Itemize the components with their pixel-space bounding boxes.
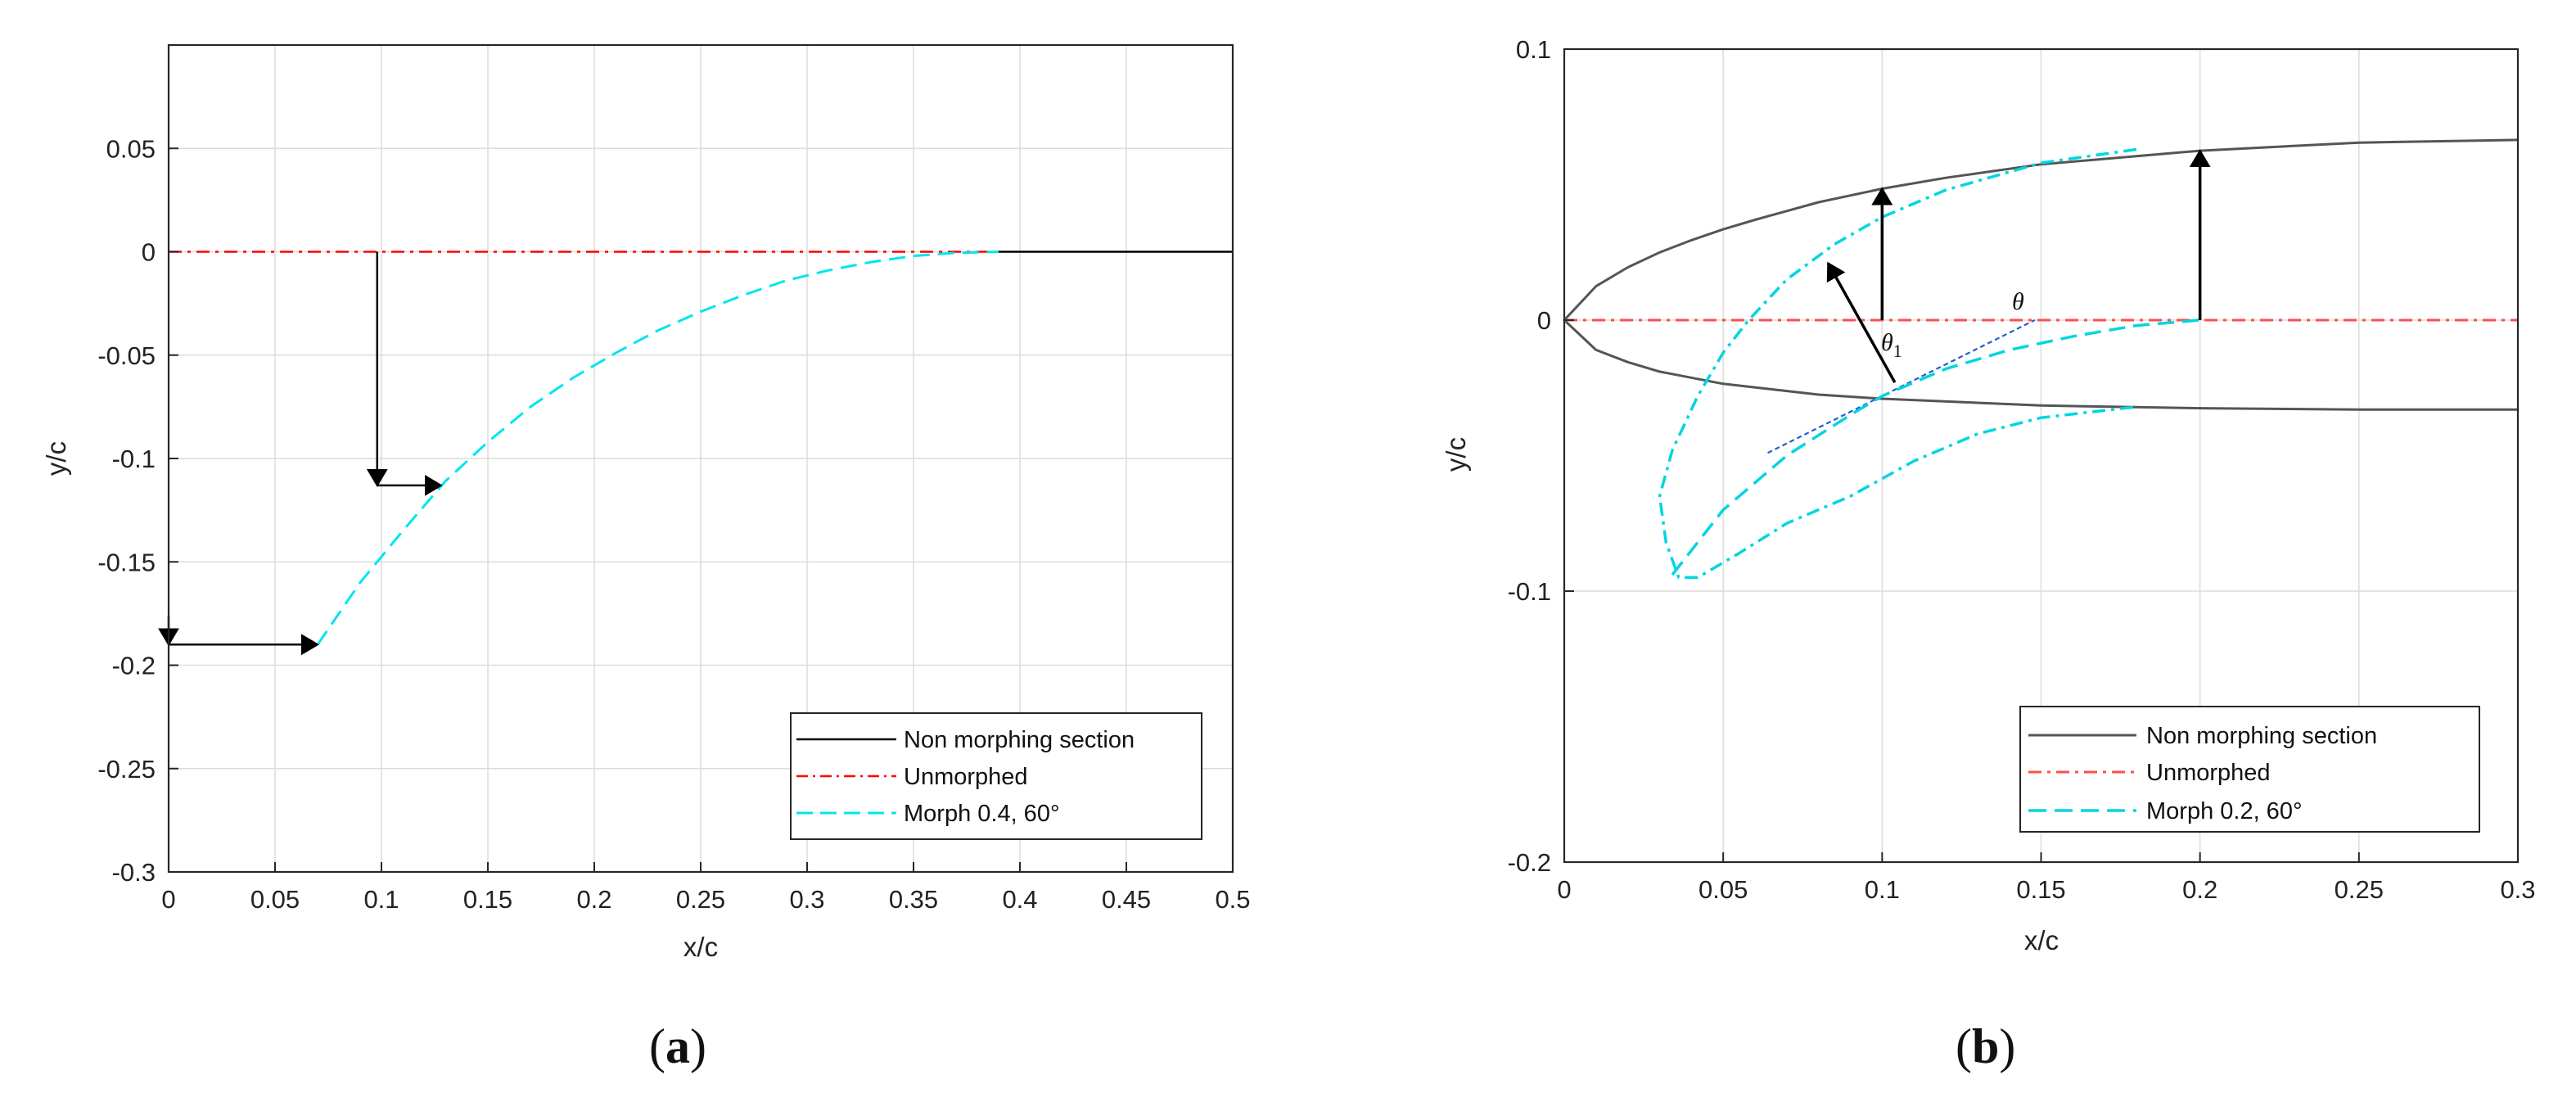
chart-a: 0 0.05 0.1 0.15 0.2 0.25 0.3 0.35 0.4 0.45 0.5 0.05… xyxy=(41,43,1251,1073)
chart-b-xtick-label-5: 0.25 xyxy=(2335,875,2384,904)
chart-a-xtick-label-0: 0 xyxy=(161,885,175,914)
chart-a-legend-label-2: Morph 0.4, 60° xyxy=(904,801,1060,827)
chart-a-ytick-label-2: -0.05 xyxy=(97,341,156,370)
chart-b-xtick-label-6: 0.3 xyxy=(2500,875,2535,904)
chart-b-ytick-label-3: -0.2 xyxy=(1508,848,1551,877)
chart-a-ticks: 0 0.05 0.1 0.15 0.2 0.25 0.3 0.35 0.4 0.45 0.5 0.05… xyxy=(97,134,1250,914)
chart-b-ytick-label-2: -0.1 xyxy=(1508,577,1551,606)
chart-b-theta-label: θ xyxy=(2012,288,2024,315)
chart-a-ytick-label-1: 0 xyxy=(142,238,156,267)
chart-b-series-2 xyxy=(1658,147,2137,580)
chart-b-xtick-label-1: 0.05 xyxy=(1699,875,1748,904)
chart-b-xtick-label-3: 0.15 xyxy=(2016,875,2065,904)
chart-b-theta1-label: θ1 xyxy=(1881,329,1902,361)
chart-a-arrows xyxy=(158,251,443,656)
chart-a-xtick-label-9: 0.45 xyxy=(1102,885,1151,914)
chart-b-arrow-2 xyxy=(1826,261,1897,383)
chart-a-ytick-label-7: -0.3 xyxy=(112,858,156,887)
chart-b-theta1-base: θ xyxy=(1881,329,1893,356)
chart-a-xtick-label-7: 0.35 xyxy=(889,885,938,914)
chart-a-ylabel: y/c xyxy=(41,441,71,476)
chart-a-xtick-label-8: 0.4 xyxy=(1002,885,1037,914)
chart-a-ytick-label-5: -0.2 xyxy=(112,652,156,680)
chart-a-legend-label-1: Unmorphed xyxy=(904,764,1028,790)
chart-a-xlabel: x/c xyxy=(683,932,718,962)
chart-b-legend-label-0: Non morphing section xyxy=(2146,723,2377,749)
chart-a-series xyxy=(169,251,1233,646)
chart-b-ytick-label-0: 0.1 xyxy=(1516,35,1551,64)
chart-a-xtick-label-2: 0.1 xyxy=(363,885,399,914)
chart-b: 0 0.05 0.1 0.15 0.2 0.25 0.3 0.1 0 -0.1 -0.2 x/c y… xyxy=(1441,35,2536,1073)
chart-b-ticks: 0 0.05 0.1 0.15 0.2 0.25 0.3 0.1 0 -0.1 -0.2 xyxy=(1508,35,2536,904)
chart-b-series-3 xyxy=(1671,318,2200,576)
chart-a-legend-box xyxy=(790,712,1202,840)
chart-b-ylabel: y/c xyxy=(1441,437,1471,472)
chart-a-xtick-label-5: 0.25 xyxy=(676,885,725,914)
chart-b-xtick-label-2: 0.1 xyxy=(1865,875,1900,904)
chart-a-ytick-label-3: -0.1 xyxy=(112,445,156,473)
chart-a-panel-letter: a xyxy=(665,1019,690,1073)
chart-a-xtick-label-3: 0.15 xyxy=(463,885,512,914)
chart-a-xtick-label-6: 0.3 xyxy=(789,885,824,914)
chart-b-arrows xyxy=(1826,149,2211,383)
chart-b-panel-letter: b xyxy=(1972,1019,1999,1073)
chart-a-xtick-label-10: 0.5 xyxy=(1215,885,1250,914)
chart-a-xtick-label-1: 0.05 xyxy=(250,885,300,914)
chart-a-series-2 xyxy=(316,251,999,646)
chart-a-panel-label: (a) xyxy=(649,1019,706,1073)
chart-b-xtick-label-4: 0.2 xyxy=(2182,875,2217,904)
chart-b-theta1-subscript: 1 xyxy=(1893,341,1902,361)
chart-a-ytick-label-0: 0.05 xyxy=(106,134,156,163)
chart-b-xlabel: x/c xyxy=(2024,925,2059,955)
chart-b-series-0 xyxy=(1563,138,2519,411)
chart-b-legend: Non morphing section Unmorphed Morph 0.2… xyxy=(2019,706,2480,833)
chart-a-ytick-label-6: -0.25 xyxy=(97,755,156,784)
chart-a-legend-label-0: Non morphing section xyxy=(904,727,1135,753)
chart-b-ytick-label-1: 0 xyxy=(1537,306,1551,335)
chart-b-xtick-label-0: 0 xyxy=(1557,875,1571,904)
chart-b-panel-label: (b) xyxy=(1956,1019,2015,1073)
chart-a-ytick-label-4: -0.15 xyxy=(97,548,156,576)
chart-b-legend-label-1: Unmorphed xyxy=(2146,760,2271,786)
chart-a-legend: Non morphing section Unmorphed Morph 0.4… xyxy=(790,712,1202,840)
chart-b-series xyxy=(1563,138,2519,580)
chart-a-xtick-label-4: 0.2 xyxy=(576,885,611,914)
chart-b-legend-label-2: Morph 0.2, 60° xyxy=(2146,798,2303,824)
